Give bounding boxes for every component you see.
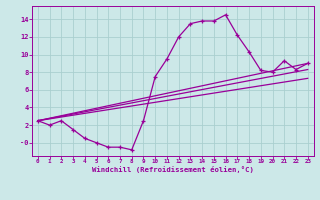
X-axis label: Windchill (Refroidissement éolien,°C): Windchill (Refroidissement éolien,°C) bbox=[92, 166, 254, 173]
